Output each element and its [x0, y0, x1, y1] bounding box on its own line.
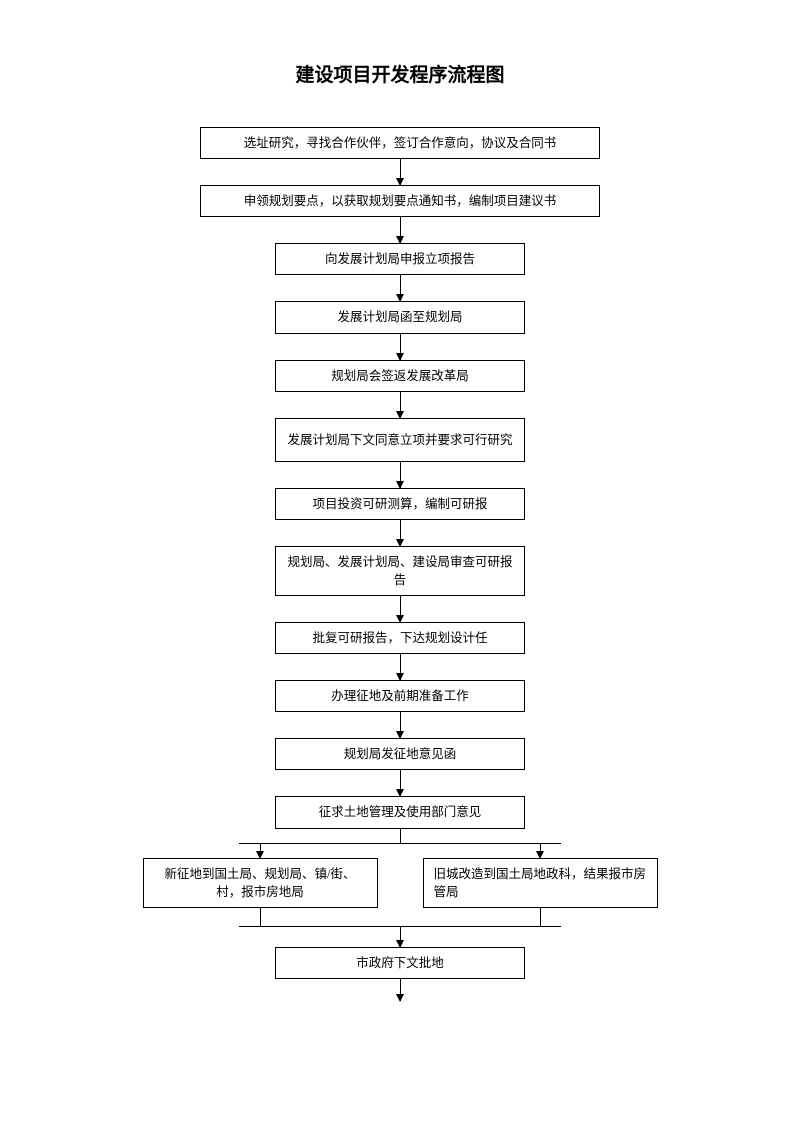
- node-7: 项目投资可研测算，编制可研报: [275, 488, 525, 520]
- node-11: 规划局发征地意见函: [275, 738, 525, 770]
- arrow-icon: [400, 159, 401, 185]
- node-5: 规划局会签返发展改革局: [275, 360, 525, 392]
- flowchart: 选址研究，寻找合作伙伴，签订合作意向，协议及合同书 申领规划要点，以获取规划要点…: [0, 127, 800, 1001]
- arrow-icon: [400, 712, 401, 738]
- node-10: 办理征地及前期准备工作: [275, 680, 525, 712]
- branch-split: 新征地到国土局、规划局、镇/街、村，报市房地局 旧城改造到国土局地政科，结果报市…: [120, 829, 680, 947]
- arrow-icon: [400, 462, 401, 488]
- node-4: 发展计划局函至规划局: [275, 301, 525, 333]
- arrow-icon: [400, 217, 401, 243]
- node-9: 批复可研报告，下达规划设计任: [275, 622, 525, 654]
- arrow-icon: [400, 979, 401, 1001]
- arrow-icon: [400, 654, 401, 680]
- arrow-icon: [400, 334, 401, 360]
- arrow-icon: [400, 520, 401, 546]
- arrow-icon: [400, 275, 401, 301]
- node-2: 申领规划要点，以获取规划要点通知书，编制项目建议书: [200, 185, 600, 217]
- page: 建设项目开发程序流程图 选址研究，寻找合作伙伴，签订合作意向，协议及合同书 申领…: [0, 0, 800, 1041]
- branch-node-left: 新征地到国土局、规划局、镇/街、村，报市房地局: [143, 858, 378, 908]
- arrow-icon: [400, 596, 401, 622]
- node-13: 市政府下文批地: [275, 947, 525, 979]
- arrow-icon: [400, 392, 401, 418]
- diagram-title: 建设项目开发程序流程图: [0, 60, 800, 87]
- node-12: 征求土地管理及使用部门意见: [275, 796, 525, 828]
- branch-node-right: 旧城改造到国土局地政科，结果报市房管局: [423, 858, 658, 908]
- node-6: 发展计划局下文同意立项并要求可行研究: [275, 418, 525, 462]
- node-8: 规划局、发展计划局、建设局审查可研报告: [275, 546, 525, 596]
- node-3: 向发展计划局申报立项报告: [275, 243, 525, 275]
- node-1: 选址研究，寻找合作伙伴，签订合作意向，协议及合同书: [200, 127, 600, 159]
- arrow-icon: [400, 770, 401, 796]
